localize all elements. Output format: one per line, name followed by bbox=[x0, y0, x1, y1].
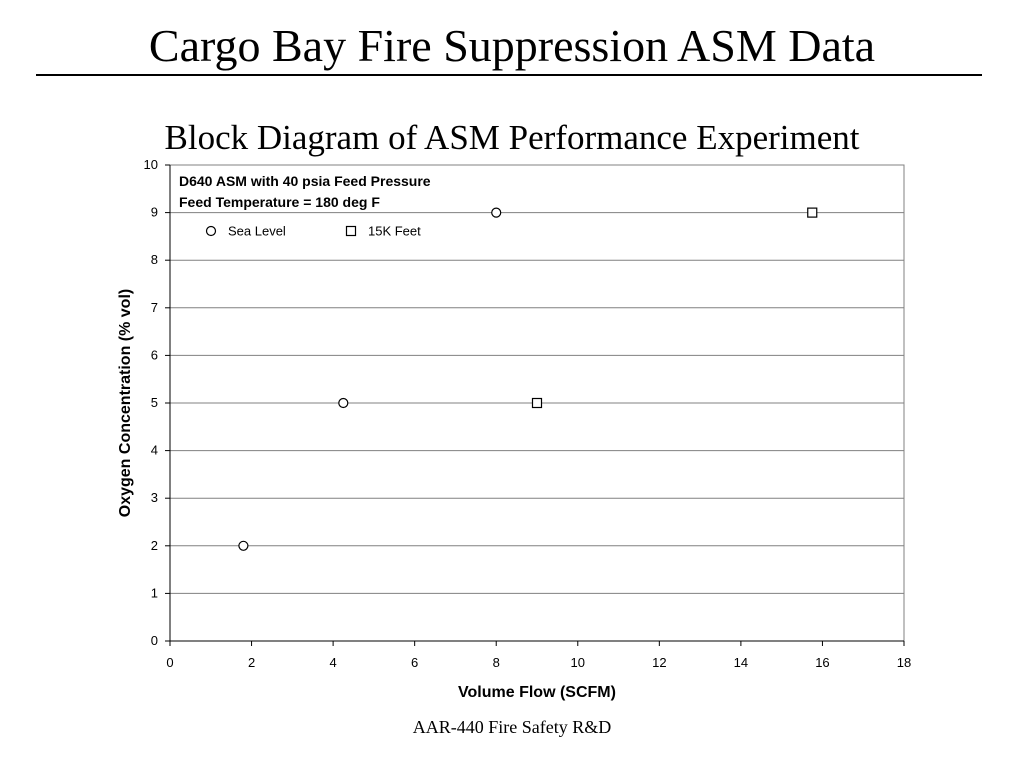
x-tick-label: 16 bbox=[815, 655, 829, 670]
y-tick-label: 2 bbox=[151, 538, 158, 553]
data-point-circle bbox=[491, 207, 502, 218]
y-tick-label: 0 bbox=[151, 633, 158, 648]
y-tick-label: 8 bbox=[151, 252, 158, 267]
data-points bbox=[238, 207, 818, 551]
axis-layer bbox=[165, 164, 905, 646]
title-underline bbox=[36, 74, 982, 76]
x-tick-label: 8 bbox=[493, 655, 500, 670]
y-tick-label: 4 bbox=[151, 443, 158, 458]
data-point-square bbox=[531, 397, 543, 409]
x-tick-label: 12 bbox=[652, 655, 666, 670]
x-tick-label: 18 bbox=[897, 655, 911, 670]
slide-title: Cargo Bay Fire Suppression ASM Data bbox=[148, 20, 876, 71]
chart-annotations: D640 ASM with 40 psia Feed Pressure Feed … bbox=[179, 173, 431, 210]
data-point-circle bbox=[238, 540, 249, 551]
chart-annotation: D640 ASM with 40 psia Feed Pressure bbox=[179, 173, 431, 189]
legend: Sea Level 15K Feet bbox=[205, 224, 421, 239]
legend-label: 15K Feet bbox=[368, 224, 421, 239]
y-tick-label: 10 bbox=[144, 157, 158, 172]
y-tick-label: 7 bbox=[151, 300, 158, 315]
x-tick-label: 6 bbox=[411, 655, 418, 670]
y-tick-label: 3 bbox=[151, 490, 158, 505]
y-tick-label: 6 bbox=[151, 347, 158, 362]
slide-footer: AAR-440 Fire Safety R&D bbox=[412, 717, 612, 737]
x-tick-label: 10 bbox=[571, 655, 585, 670]
x-tick-label: 0 bbox=[166, 655, 173, 670]
grid-layer bbox=[170, 212, 904, 594]
x-tick-label: 4 bbox=[329, 655, 336, 670]
y-tick-label: 9 bbox=[151, 205, 158, 220]
data-point-square bbox=[807, 207, 818, 218]
legend-marker-square bbox=[345, 225, 357, 237]
legend-marker-circle bbox=[205, 225, 217, 237]
x-tick-label: 14 bbox=[734, 655, 748, 670]
x-axis-title: Volume Flow (SCFM) bbox=[458, 684, 616, 701]
legend-label: Sea Level bbox=[228, 224, 286, 239]
slide-subtitle: Block Diagram of ASM Performance Experim… bbox=[164, 118, 860, 157]
y-tick-label: 5 bbox=[151, 395, 158, 410]
y-axis-title: Oxygen Concentration (% vol) bbox=[117, 289, 134, 517]
x-tick-label: 2 bbox=[248, 655, 255, 670]
chart-annotation: Feed Temperature = 180 deg F bbox=[179, 194, 380, 210]
y-tick-label: 1 bbox=[151, 585, 158, 600]
data-point-circle bbox=[338, 397, 349, 409]
